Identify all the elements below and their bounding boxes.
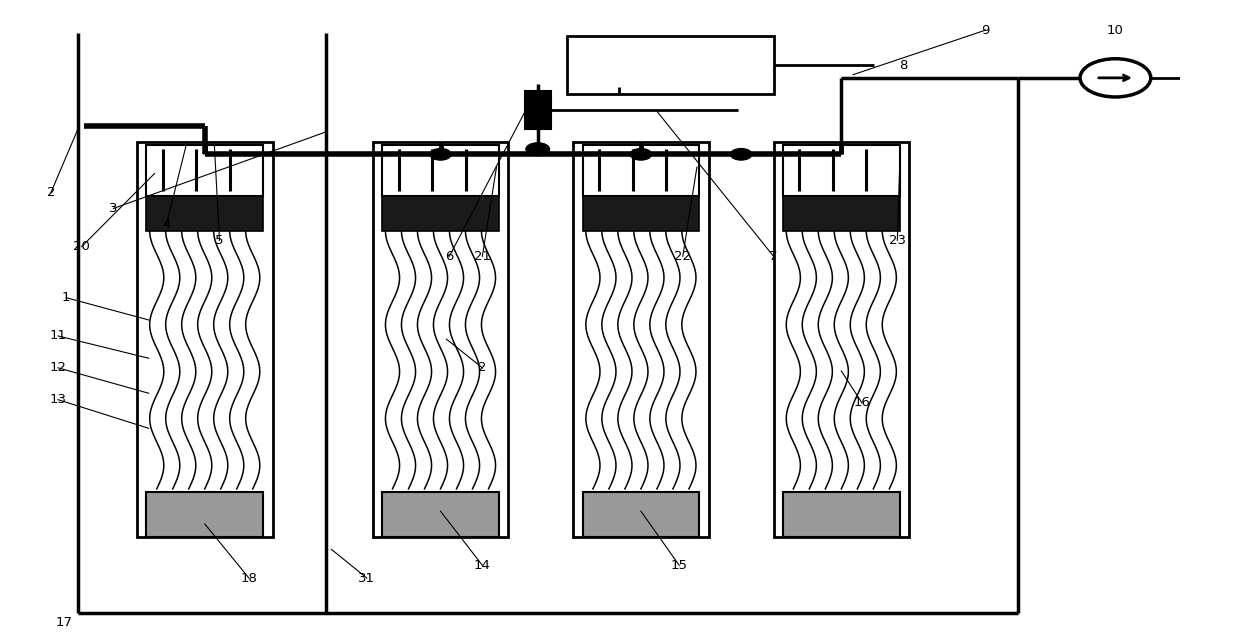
Bar <box>382 196 499 231</box>
Text: 15: 15 <box>670 559 688 572</box>
Text: 22: 22 <box>674 250 691 263</box>
Bar <box>146 196 263 231</box>
Circle shape <box>527 143 550 156</box>
Bar <box>382 492 499 537</box>
Bar <box>582 196 699 231</box>
Text: 1: 1 <box>62 291 71 304</box>
Text: 13: 13 <box>50 393 67 406</box>
Bar <box>146 145 263 196</box>
Circle shape <box>631 148 652 160</box>
Bar <box>582 492 699 537</box>
Bar <box>567 36 773 94</box>
Text: 18: 18 <box>240 572 258 584</box>
Circle shape <box>731 148 752 160</box>
Text: 6: 6 <box>445 250 453 263</box>
Text: 2: 2 <box>47 186 56 199</box>
Text: 31: 31 <box>358 572 375 584</box>
Text: 4: 4 <box>162 218 171 231</box>
Bar <box>525 91 550 129</box>
Text: 10: 10 <box>1106 24 1124 36</box>
Bar <box>138 141 273 537</box>
Text: 21: 21 <box>473 250 491 263</box>
Bar <box>783 145 900 196</box>
Text: 3: 3 <box>109 202 118 215</box>
Text: 16: 16 <box>854 396 870 410</box>
Bar <box>783 196 900 231</box>
Text: 23: 23 <box>888 234 906 247</box>
Text: 8: 8 <box>900 59 907 72</box>
Text: 9: 9 <box>981 24 990 36</box>
Text: 17: 17 <box>56 616 72 629</box>
Bar <box>773 141 909 537</box>
Text: 12: 12 <box>50 362 67 374</box>
Text: 20: 20 <box>73 240 90 253</box>
Text: 14: 14 <box>475 559 491 572</box>
Bar <box>783 492 900 537</box>
Circle shape <box>430 148 451 160</box>
Circle shape <box>1080 59 1151 97</box>
Text: 5: 5 <box>216 234 224 247</box>
Bar <box>146 492 263 537</box>
Text: 7: 7 <box>769 250 778 263</box>
Bar <box>574 141 709 537</box>
Text: 11: 11 <box>50 330 67 342</box>
Text: 2: 2 <box>478 362 487 374</box>
Bar <box>582 145 699 196</box>
Bar <box>382 145 499 196</box>
Bar <box>373 141 508 537</box>
